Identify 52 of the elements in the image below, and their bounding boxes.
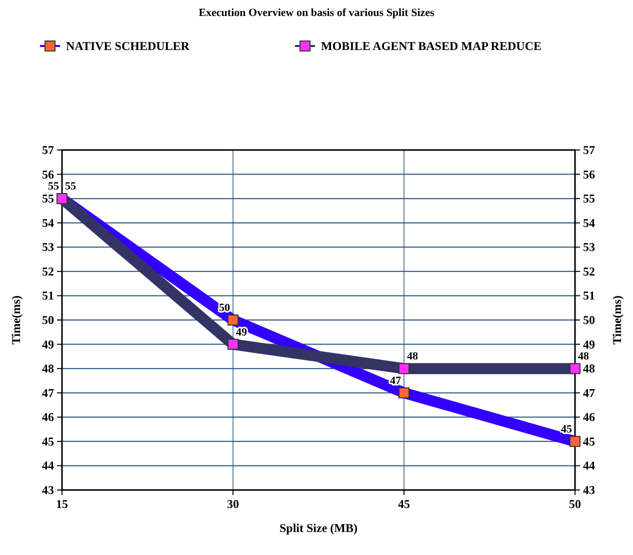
- x-tick-label: 30: [227, 497, 239, 511]
- y2-tick-label: 46: [583, 410, 595, 424]
- y-tick-label: 43: [42, 483, 54, 497]
- data-label: 47: [390, 374, 402, 387]
- y2-tick-label: 49: [583, 337, 595, 352]
- point: [570, 363, 580, 374]
- chart-title: Execution Overview on basis of various Split Sizes: [198, 7, 436, 19]
- y-tick-label: 56: [42, 167, 54, 182]
- y-tick-label: 44: [42, 458, 54, 473]
- point: [570, 436, 580, 447]
- point: [228, 314, 238, 326]
- data-label: 55: [65, 180, 76, 193]
- y-tick-label: 51: [42, 288, 54, 303]
- y2-tick-label: 48: [583, 362, 595, 376]
- y-tick-label: 52: [42, 264, 54, 278]
- y2-tick-label: 54: [583, 216, 595, 230]
- y2-tick-label: 50: [583, 313, 595, 327]
- data-label: 48: [578, 350, 590, 363]
- x-tick-label: 45: [398, 497, 410, 511]
- y2-tick-label: 43: [583, 483, 595, 497]
- data-label: 49: [236, 326, 248, 338]
- y-tick-label: 53: [42, 240, 54, 254]
- y2-tick-label: 56: [583, 167, 595, 182]
- y2-tick-label: 53: [583, 240, 595, 254]
- legend-label: NATIVE SCHEDULER: [66, 39, 190, 53]
- y-tick-label: 47: [42, 386, 54, 400]
- y-tick-label: 55: [42, 192, 54, 206]
- y2-tick-label: 57: [583, 143, 595, 157]
- y-tick-label: 45: [42, 434, 54, 448]
- y2-tick-label: 51: [583, 288, 595, 303]
- y2-tick-label: 52: [583, 264, 595, 278]
- y2-tick-label: 44: [583, 458, 595, 473]
- x-tick-label: 50: [569, 497, 581, 511]
- y-tick-label: 49: [42, 337, 54, 352]
- data-label: 48: [407, 350, 418, 363]
- x-axis-title: Split Size (MB): [280, 521, 358, 535]
- data-label: 45: [561, 423, 572, 436]
- point: [398, 387, 410, 398]
- y-tick-label: 54: [42, 216, 54, 230]
- y2-tick-label: 55: [583, 192, 595, 206]
- y-tick-label: 46: [42, 410, 54, 424]
- point: [228, 338, 238, 350]
- y-axis-title: Time(ms): [9, 295, 23, 345]
- y2-tick-label: 45: [583, 434, 595, 448]
- y2-axis-title: Time(ms): [610, 295, 624, 345]
- y-tick-label: 48: [42, 362, 54, 376]
- legend-label: MOBILE AGENT BASED MAP REDUCE: [321, 39, 542, 53]
- point: [398, 363, 410, 374]
- y-tick-label: 57: [42, 143, 54, 157]
- y2-tick-label: 47: [583, 386, 595, 400]
- x-tick-label: 15: [56, 497, 68, 511]
- y-tick-label: 50: [42, 313, 54, 327]
